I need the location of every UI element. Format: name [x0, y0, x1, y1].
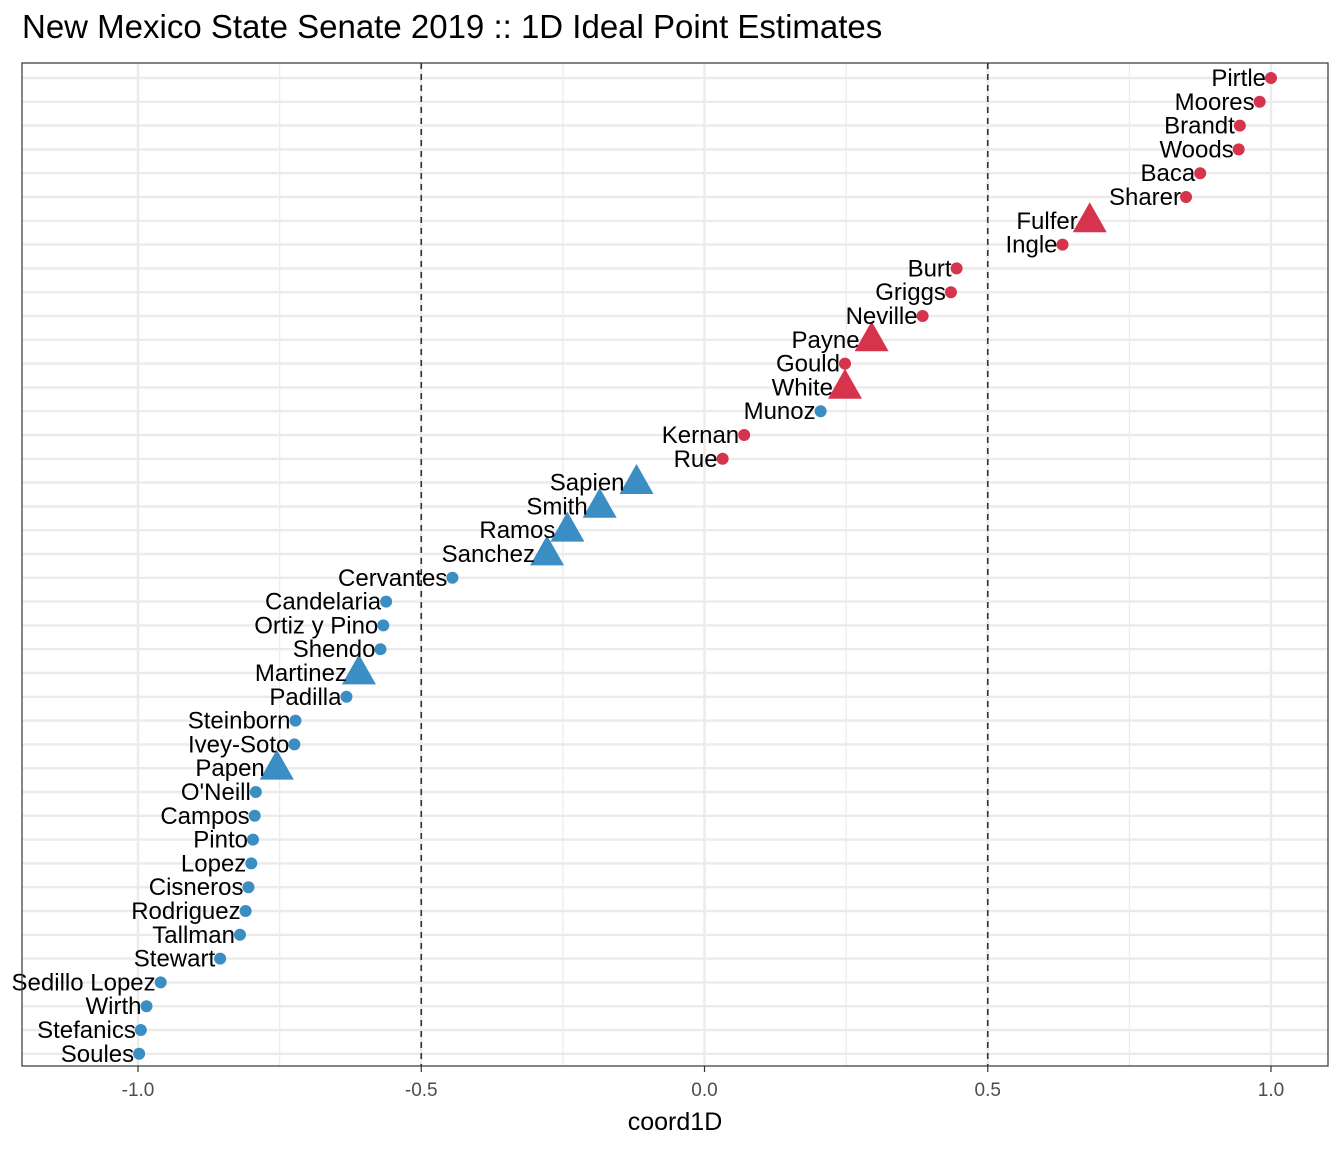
point-dot-pirtle	[1265, 72, 1277, 84]
x-tick-label: 1.0	[1258, 1080, 1284, 1101]
point-label-padilla: Padilla	[269, 684, 342, 711]
point-dot-cervantes	[446, 571, 459, 584]
point-label-papen: Papen	[195, 755, 264, 782]
point-dot-pinto	[246, 833, 259, 846]
point-triangle-papen	[259, 749, 294, 780]
point-dot-neville	[916, 310, 929, 322]
point-dot-munoz	[814, 405, 827, 418]
point-label-griggs: Griggs	[875, 279, 946, 306]
point-label-candelaria: Candelaria	[265, 589, 382, 616]
point-label-burt: Burt	[908, 255, 952, 282]
point-label-baca: Baca	[1140, 160, 1195, 187]
point-dot-soules	[133, 1047, 146, 1060]
point-label-ivey-soto: Ivey-Soto	[188, 731, 289, 758]
point-label-pirtle: Pirtle	[1211, 65, 1266, 92]
point-label-sedillo-lopez: Sedillo Lopez	[12, 969, 156, 996]
x-axis: -1.0 -0.5 0.0 0.5 1.0	[122, 1066, 1284, 1101]
point-label-payne: Payne	[792, 327, 860, 354]
point-dot-griggs	[944, 286, 957, 299]
point-label-smith: Smith	[526, 493, 587, 520]
point-label-gould: Gould	[776, 351, 840, 378]
point-dot-ingle	[1056, 238, 1069, 251]
point-label-campos: Campos	[160, 803, 249, 830]
point-dot-burt	[950, 262, 963, 275]
point-dot-brandt	[1233, 119, 1246, 132]
point-label-sharer: Sharer	[1109, 184, 1181, 211]
point-dot-stewart	[214, 952, 227, 965]
point-dot-ivey-soto	[288, 738, 301, 751]
x-tick-label: 0.0	[691, 1080, 717, 1101]
point-triangle-martinez	[341, 654, 376, 685]
point-dot-woods	[1232, 143, 1245, 156]
x-axis-title: coord1D	[628, 1108, 723, 1136]
point-dot-o-neill	[249, 786, 262, 798]
point-triangle-sapien	[619, 464, 654, 494]
point-dot-ortiz-y-pino	[377, 619, 390, 632]
point-dot-sedillo-lopez	[154, 976, 167, 989]
point-label-kernan: Kernan	[662, 422, 739, 449]
point-dot-cisneros	[242, 881, 255, 894]
point-dot-campos	[248, 809, 261, 822]
point-triangle-fulfer	[1072, 202, 1107, 233]
point-label-lopez: Lopez	[181, 850, 246, 877]
point-dot-shendo	[374, 643, 387, 656]
point-dot-rue	[716, 452, 729, 465]
point-triangle-payne	[854, 321, 889, 352]
x-tick-label: -0.5	[405, 1080, 438, 1101]
point-label-o-neill: O'Neill	[181, 779, 251, 806]
labels-layer: PirtleMooresBrandtWoodsBacaSharerFulferI…	[12, 65, 1266, 1068]
point-dot-tallman	[233, 928, 246, 941]
point-label-munoz: Munoz	[744, 398, 816, 425]
point-triangle-sanchez	[530, 535, 565, 566]
point-label-cervantes: Cervantes	[338, 565, 447, 592]
point-label-shendo: Shendo	[293, 636, 376, 663]
point-label-white: White	[772, 374, 833, 401]
point-label-ortiz-y-pino: Ortiz y Pino	[254, 612, 378, 639]
chart-title: New Mexico State Senate 2019 :: 1D Ideal…	[22, 8, 883, 45]
point-label-sanchez: Sanchez	[442, 541, 535, 568]
point-label-rodriguez: Rodriguez	[131, 898, 240, 925]
point-label-wirth: Wirth	[85, 993, 141, 1020]
point-triangle-smith	[582, 487, 617, 518]
x-tick-label: 0.5	[975, 1080, 1001, 1101]
point-dot-candelaria	[380, 595, 393, 608]
reference-lines	[420, 63, 989, 1066]
point-dot-moores	[1253, 95, 1266, 108]
point-label-martinez: Martinez	[255, 660, 347, 687]
point-label-neville: Neville	[846, 303, 918, 330]
point-label-stefanics: Stefanics	[37, 1017, 136, 1044]
point-dot-kernan	[738, 429, 751, 441]
point-dot-steinborn	[289, 714, 302, 727]
point-label-pinto: Pinto	[193, 827, 248, 854]
panel-background	[22, 63, 1328, 1066]
point-label-moores: Moores	[1175, 89, 1255, 116]
point-label-tallman: Tallman	[152, 922, 235, 949]
points-layer	[133, 72, 1277, 1060]
point-label-ingle: Ingle	[1005, 232, 1057, 259]
point-dot-padilla	[340, 690, 353, 703]
panel-border	[21, 62, 1329, 1067]
point-label-brandt: Brandt	[1164, 113, 1235, 140]
point-label-rue: Rue	[674, 446, 718, 473]
point-label-soules: Soules	[61, 1041, 134, 1068]
point-dot-sharer	[1180, 191, 1193, 203]
point-dot-gould	[838, 357, 851, 370]
point-triangle-white	[827, 368, 862, 399]
point-label-fulfer: Fulfer	[1016, 208, 1077, 235]
point-label-steinborn: Steinborn	[188, 708, 291, 735]
point-dot-stefanics	[134, 1024, 147, 1036]
point-label-sapien: Sapien	[550, 470, 625, 497]
x-tick-label: -1.0	[122, 1080, 155, 1101]
point-label-woods: Woods	[1159, 136, 1233, 163]
point-label-stewart: Stewart	[134, 946, 216, 973]
point-label-ramos: Ramos	[479, 517, 555, 544]
point-dot-rodriguez	[239, 905, 252, 917]
point-dot-wirth	[140, 1000, 153, 1013]
point-dot-lopez	[245, 857, 258, 870]
point-dot-baca	[1194, 167, 1207, 180]
point-triangle-ramos	[550, 511, 585, 542]
point-label-cisneros: Cisneros	[149, 874, 244, 901]
